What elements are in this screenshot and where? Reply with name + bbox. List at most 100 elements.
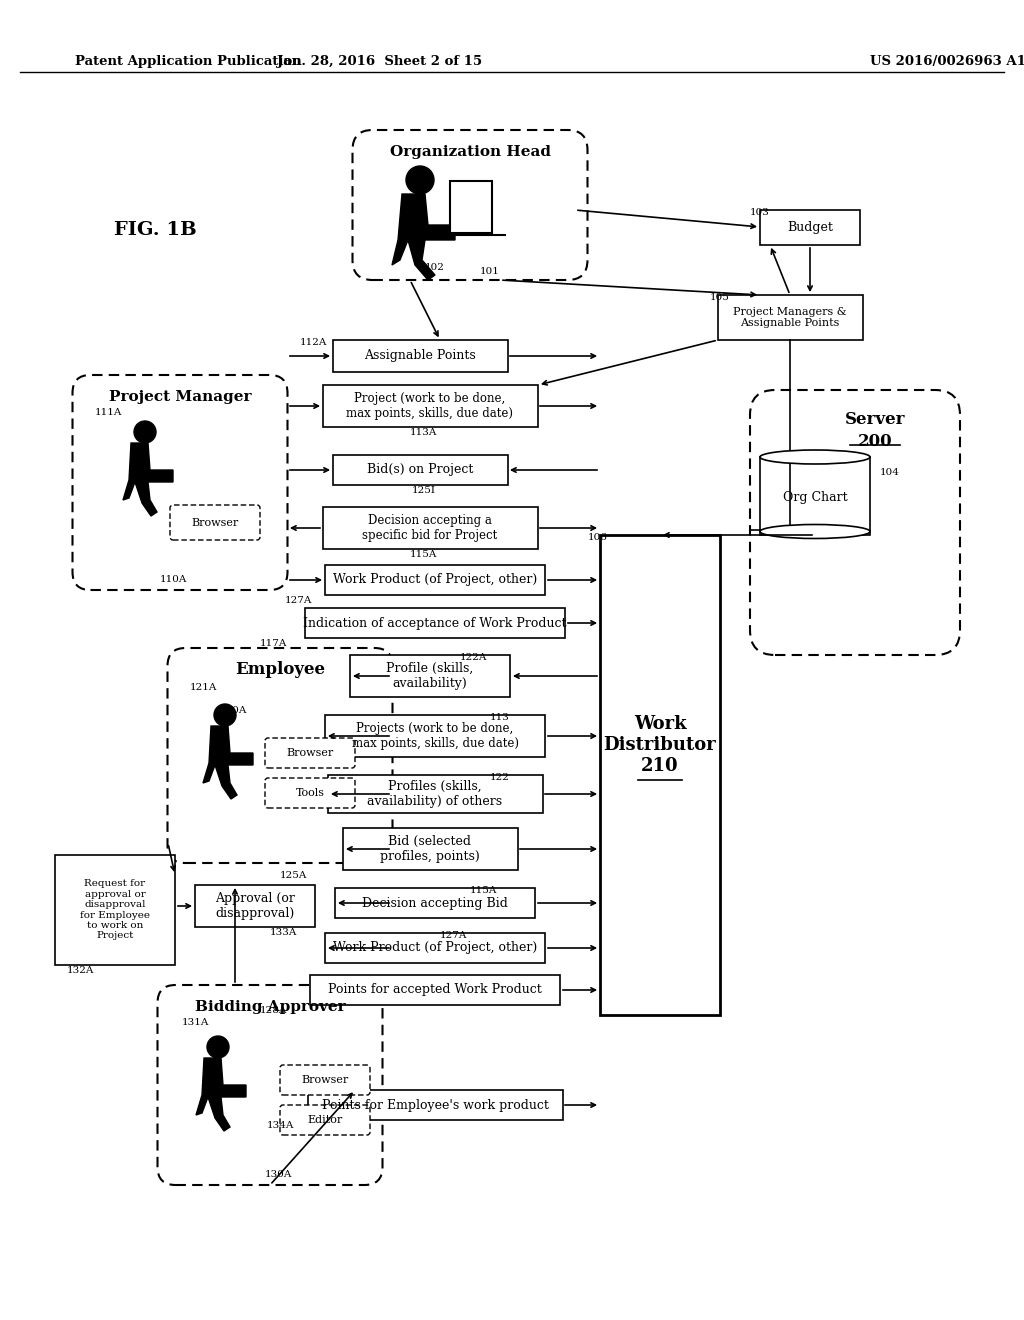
Text: 101: 101 <box>480 267 500 276</box>
Text: 121A: 121A <box>190 682 217 692</box>
Text: 117A: 117A <box>260 639 288 648</box>
FancyBboxPatch shape <box>325 933 545 964</box>
FancyBboxPatch shape <box>265 777 355 808</box>
FancyBboxPatch shape <box>307 1090 562 1119</box>
Text: Bid(s) on Project: Bid(s) on Project <box>367 463 473 477</box>
FancyBboxPatch shape <box>73 375 288 590</box>
Text: Editor: Editor <box>307 1115 343 1125</box>
FancyBboxPatch shape <box>280 1065 370 1096</box>
Bar <box>450 181 492 234</box>
FancyBboxPatch shape <box>342 828 517 870</box>
Text: 132A: 132A <box>67 966 94 975</box>
Bar <box>760 457 870 535</box>
FancyBboxPatch shape <box>335 888 535 917</box>
FancyBboxPatch shape <box>760 210 860 246</box>
FancyBboxPatch shape <box>350 655 510 697</box>
Polygon shape <box>392 194 455 280</box>
Text: Organization Head: Organization Head <box>389 145 551 158</box>
Text: 115A: 115A <box>410 550 437 558</box>
Text: Project Manager: Project Manager <box>109 389 251 404</box>
Text: Bidding Approver: Bidding Approver <box>195 1001 345 1014</box>
Text: FIG. 1B: FIG. 1B <box>114 220 197 239</box>
Text: Budget: Budget <box>787 220 833 234</box>
Circle shape <box>214 704 236 726</box>
Text: 134A: 134A <box>267 1121 294 1130</box>
Text: Decision accepting a
specific bid for Project: Decision accepting a specific bid for Pr… <box>362 513 498 543</box>
Text: 120A: 120A <box>220 706 248 715</box>
Text: Tools: Tools <box>296 788 325 799</box>
Text: Browser: Browser <box>287 748 334 758</box>
Text: Profile (skills,
availability): Profile (skills, availability) <box>386 663 474 690</box>
Text: 105: 105 <box>710 293 730 302</box>
Text: 113A: 113A <box>410 428 437 437</box>
Ellipse shape <box>760 524 870 539</box>
FancyBboxPatch shape <box>323 385 538 426</box>
Text: 111A: 111A <box>95 408 123 417</box>
Text: Patent Application Publication: Patent Application Publication <box>75 55 302 69</box>
Text: 122A: 122A <box>460 653 487 663</box>
Text: 200: 200 <box>858 433 892 450</box>
Text: Project Managers &
Assignable Points: Project Managers & Assignable Points <box>733 306 847 329</box>
Text: 127A: 127A <box>285 597 312 605</box>
Text: 127A: 127A <box>440 931 467 940</box>
Circle shape <box>207 1036 229 1059</box>
Text: 130A: 130A <box>265 1170 293 1179</box>
FancyBboxPatch shape <box>168 648 392 863</box>
Text: 106: 106 <box>588 533 608 543</box>
Text: Decision accepting Bid: Decision accepting Bid <box>362 896 508 909</box>
FancyBboxPatch shape <box>55 855 175 965</box>
Text: 103: 103 <box>750 209 770 216</box>
FancyBboxPatch shape <box>333 341 508 372</box>
Text: 115A: 115A <box>470 886 498 895</box>
Text: Work
Distributor
210: Work Distributor 210 <box>603 715 717 775</box>
Text: Bid (selected
profiles, points): Bid (selected profiles, points) <box>380 836 480 863</box>
Text: Approval (or
disapproval): Approval (or disapproval) <box>215 892 295 920</box>
FancyBboxPatch shape <box>325 565 545 595</box>
Text: 131A: 131A <box>182 1018 209 1027</box>
FancyBboxPatch shape <box>352 129 588 280</box>
Text: Assignable Points: Assignable Points <box>365 350 476 363</box>
Text: Projects (work to be done,
max points, skills, due date): Projects (work to be done, max points, s… <box>351 722 518 750</box>
Text: 125A: 125A <box>280 871 307 880</box>
FancyBboxPatch shape <box>325 715 545 756</box>
Text: 133A: 133A <box>270 928 297 937</box>
Text: Request for
approval or
disapproval
for Employee
to work on
Project: Request for approval or disapproval for … <box>80 879 150 940</box>
Text: Indication of acceptance of Work Product: Indication of acceptance of Work Product <box>303 616 566 630</box>
FancyBboxPatch shape <box>328 775 543 813</box>
Text: 112A: 112A <box>300 338 328 347</box>
FancyBboxPatch shape <box>265 738 355 768</box>
Text: Employee: Employee <box>234 661 325 678</box>
FancyBboxPatch shape <box>170 506 260 540</box>
FancyBboxPatch shape <box>750 389 961 655</box>
Text: Points for accepted Work Product: Points for accepted Work Product <box>328 983 542 997</box>
Text: 128A: 128A <box>260 1006 288 1015</box>
FancyBboxPatch shape <box>195 884 315 927</box>
Text: Project (work to be done,
max points, skills, due date): Project (work to be done, max points, sk… <box>346 392 513 420</box>
Text: Profiles (skills,
availability) of others: Profiles (skills, availability) of other… <box>368 780 503 808</box>
FancyBboxPatch shape <box>718 294 862 341</box>
Polygon shape <box>123 444 173 516</box>
Circle shape <box>406 166 434 194</box>
Text: 113: 113 <box>490 713 510 722</box>
FancyBboxPatch shape <box>310 975 560 1005</box>
Text: 122: 122 <box>490 774 510 781</box>
Polygon shape <box>203 726 253 799</box>
Text: Work Product (of Project, other): Work Product (of Project, other) <box>333 573 538 586</box>
Text: US 2016/0026963 A1: US 2016/0026963 A1 <box>870 55 1024 69</box>
Text: Jan. 28, 2016  Sheet 2 of 15: Jan. 28, 2016 Sheet 2 of 15 <box>278 55 482 69</box>
Text: 110A: 110A <box>160 576 187 583</box>
Text: Work Product (of Project, other): Work Product (of Project, other) <box>333 941 538 954</box>
FancyBboxPatch shape <box>158 985 383 1185</box>
Ellipse shape <box>760 450 870 465</box>
Circle shape <box>134 421 156 444</box>
FancyBboxPatch shape <box>333 455 508 484</box>
Text: Server: Server <box>845 412 905 429</box>
Text: 102: 102 <box>425 263 444 272</box>
Text: 104: 104 <box>880 469 900 477</box>
Text: Browser: Browser <box>191 517 239 528</box>
FancyBboxPatch shape <box>323 507 538 549</box>
Text: Org Chart: Org Chart <box>782 491 847 503</box>
FancyBboxPatch shape <box>280 1105 370 1135</box>
FancyBboxPatch shape <box>305 609 565 638</box>
FancyBboxPatch shape <box>600 535 720 1015</box>
